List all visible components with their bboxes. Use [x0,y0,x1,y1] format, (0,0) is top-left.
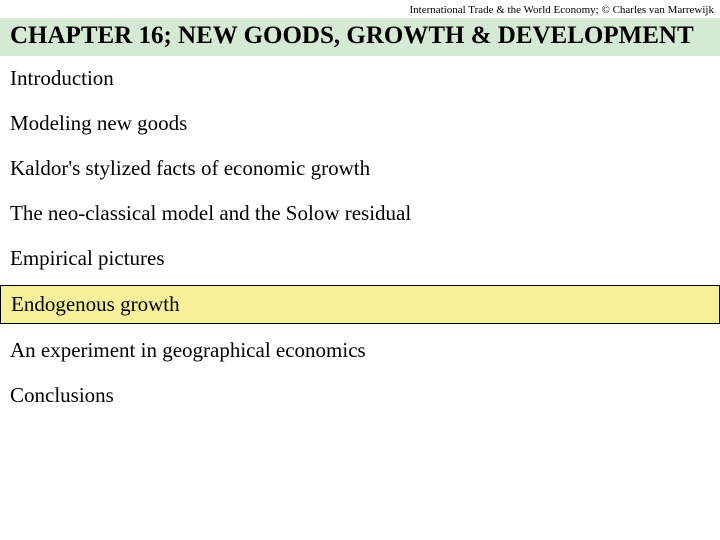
topic-item: Conclusions [0,373,720,418]
topic-item: Kaldor's stylized facts of economic grow… [0,146,720,191]
header-attribution: International Trade & the World Economy;… [0,0,720,18]
topic-item: An experiment in geographical economics [0,328,720,373]
topic-item: Empirical pictures [0,236,720,281]
topic-item: The neo-classical model and the Solow re… [0,191,720,236]
topic-item-highlighted: Endogenous growth [0,285,720,324]
chapter-title: CHAPTER 16; NEW GOODS, GROWTH & DEVELOPM… [0,18,720,56]
topic-item: Modeling new goods [0,101,720,146]
topic-item: Introduction [0,56,720,101]
